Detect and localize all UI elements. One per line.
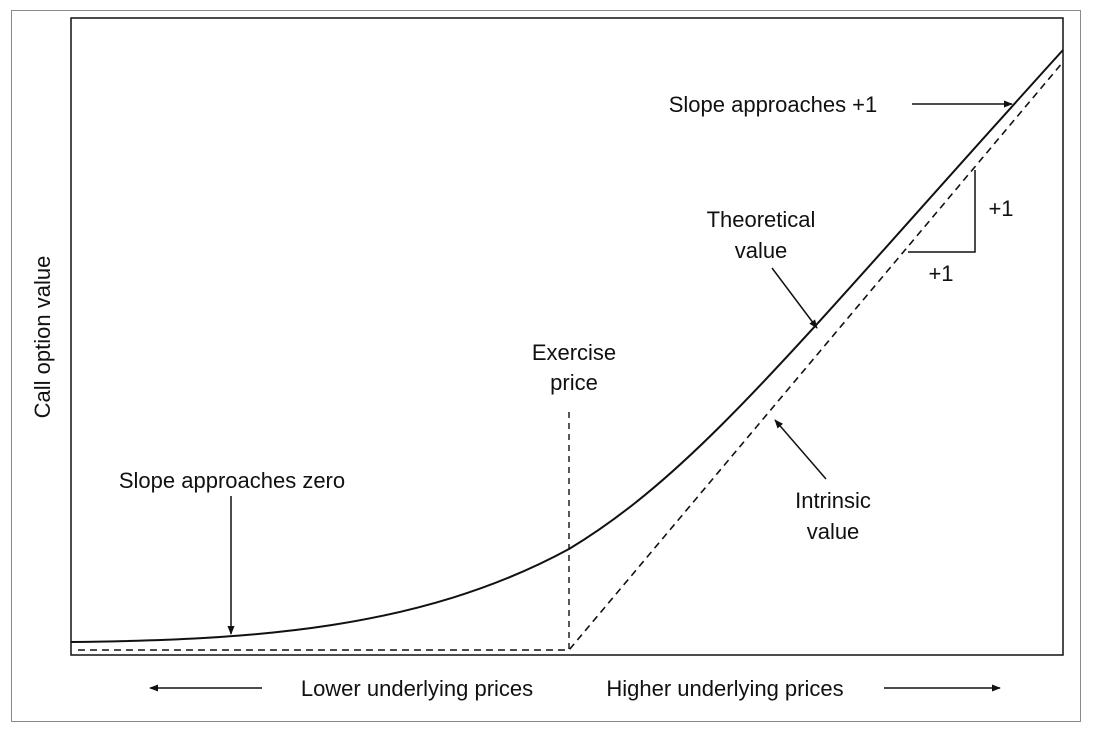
plot-area [70, 17, 1064, 656]
exercise-price-label-1: Exercise [532, 340, 616, 365]
intrinsic-value-label-1: Intrinsic [795, 488, 871, 513]
lower-prices-label: Lower underlying prices [301, 676, 533, 701]
theoretical-value-label-1: Theoretical [707, 207, 816, 232]
slope-triangle [908, 170, 976, 253]
slope-zero-label: Slope approaches zero [119, 468, 345, 493]
higher-prices-label: Higher underlying prices [606, 676, 843, 701]
outer-frame [11, 10, 1081, 722]
slope-one-label: Slope approaches +1 [669, 92, 878, 117]
theoretical-arrow [771, 267, 818, 329]
theoretical-value-label-2: value [735, 238, 788, 263]
theoretical-value-curve [70, 49, 1064, 643]
intrinsic-value-label-2: value [807, 519, 860, 544]
intrinsic-value-line [78, 61, 1064, 651]
intrinsic-arrow [774, 419, 827, 480]
y-axis-label: Call option value [30, 256, 55, 419]
rise-label: +1 [988, 196, 1013, 221]
exercise-price-label-2: price [550, 370, 598, 395]
run-label: +1 [928, 261, 953, 286]
